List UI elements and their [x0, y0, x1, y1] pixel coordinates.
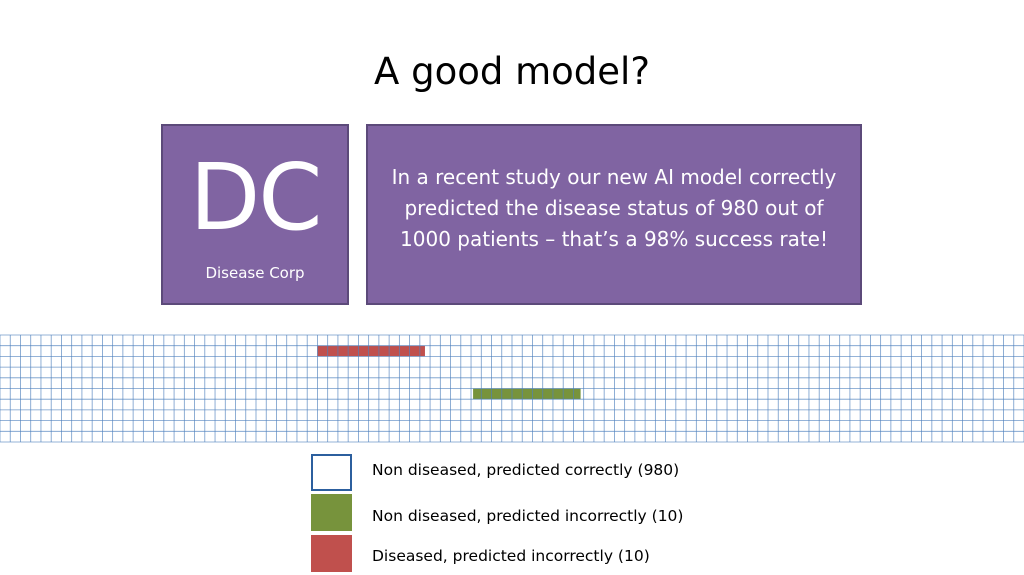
legend-swatch [311, 494, 352, 531]
incorrect-diseased-cells [317, 345, 425, 357]
legend-label: Diseased, predicted incorrectly (10) [372, 547, 650, 565]
patient-grid [0, 334, 1024, 443]
logo-name: Disease Corp [205, 264, 305, 282]
legend-swatch [311, 535, 352, 572]
claim-box: In a recent study our new AI model corre… [366, 124, 862, 305]
legend-label: Non diseased, predicted correctly (980) [372, 461, 680, 479]
claim-text: In a recent study our new AI model corre… [391, 165, 837, 251]
logo-initials: DC [189, 144, 322, 251]
incorrect-nondiseased-cells [473, 388, 581, 400]
legend-label: Non diseased, predicted incorrectly (10) [372, 507, 684, 525]
slide-title: A good model? [374, 50, 650, 93]
legend-swatch [311, 454, 352, 491]
logo-box: DC Disease Corp [161, 124, 349, 305]
